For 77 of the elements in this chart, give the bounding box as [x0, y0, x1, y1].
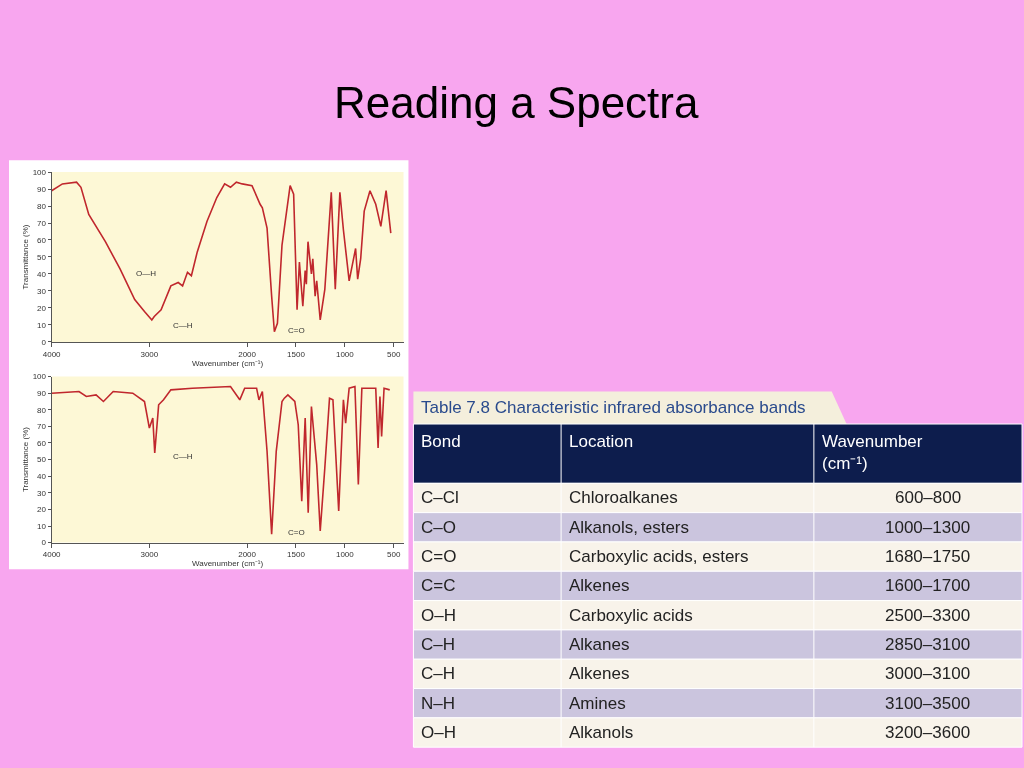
text: Chloroalkanes: [569, 488, 678, 507]
x-tick-label: 500: [387, 349, 401, 359]
y-tick-label: 60: [37, 235, 47, 245]
text: O–H: [421, 723, 456, 742]
text: Table 7.8 Characteristic infrared absorbance bands: [421, 398, 806, 417]
x-tick-label: 2000: [238, 349, 257, 359]
text: Bond: [421, 432, 461, 451]
y-tick-label: 50: [37, 252, 47, 262]
x-tick-label: 3000: [140, 349, 159, 359]
annotation: O—H: [136, 269, 157, 278]
annotation: C=O: [288, 326, 305, 335]
x-axis-title: Wavenumber (cm⁻¹): [191, 358, 264, 368]
x-tick-label: 2000: [238, 550, 257, 560]
text: Wavenumber (cm⁻¹): [822, 432, 923, 474]
text: 2850–3100: [885, 635, 971, 654]
text: N–H: [421, 694, 456, 713]
y-tick-label: 10: [37, 521, 47, 531]
y-tick-label: 20: [37, 505, 47, 515]
y-tick-label: 10: [37, 320, 47, 330]
text: 3000–3100: [885, 664, 971, 683]
y-tick-label: 0: [41, 538, 47, 548]
y-tick-label: 70: [37, 218, 47, 228]
line-series: [51, 181, 392, 333]
x-tick-label: 1000: [335, 550, 355, 560]
text: 2500–3300: [885, 606, 971, 625]
y-tick-label: 30: [37, 488, 47, 498]
text: Amines: [569, 694, 626, 713]
text: 3100–3500: [885, 694, 971, 713]
y-axis-title: Transmittance (%): [21, 224, 31, 290]
x-tick-label: 1500: [287, 550, 306, 560]
y-tick-label: 80: [37, 201, 47, 211]
line-series: [51, 385, 391, 536]
text: C=O: [421, 547, 457, 566]
text: C=C: [421, 576, 456, 595]
x-axis-title: Wavenumber (cm⁻¹): [191, 559, 264, 569]
x-tick-label: 4000: [42, 349, 62, 359]
y-tick-label: 50: [37, 455, 47, 465]
x-tick-label: 500: [387, 550, 401, 560]
annotation: C—H: [173, 321, 193, 330]
text: Alkenes: [569, 576, 630, 595]
x-tick-label: 3000: [140, 550, 159, 560]
y-tick-label: 90: [37, 388, 47, 398]
text: Alkanes: [569, 635, 630, 654]
text: Location: [569, 432, 634, 451]
annotation: C=O: [288, 528, 305, 537]
text: Alkanols, esters: [569, 518, 689, 537]
text: Carboxylic acids, esters: [569, 547, 749, 566]
x-tick-label: 1000: [335, 349, 355, 359]
y-tick-label: 0: [41, 337, 47, 347]
text: C–H: [421, 664, 456, 683]
text: 1000–1300: [885, 518, 971, 537]
y-tick-label: 90: [37, 184, 47, 194]
y-tick-label: 60: [37, 438, 47, 448]
text: Alkanols: [569, 723, 634, 742]
x-tick-label: 4000: [42, 550, 62, 560]
text: Carboxylic acids: [569, 606, 693, 625]
text: 3200–3600: [885, 723, 971, 742]
y-tick-label: 70: [37, 422, 47, 432]
y-tick-label: 100: [32, 167, 47, 177]
annotation: C—H: [173, 452, 193, 461]
text: O–H: [421, 606, 456, 625]
y-tick-label: 30: [37, 286, 47, 296]
text: Alkenes: [569, 664, 630, 683]
y-tick-label: 100: [32, 372, 47, 382]
y-tick-label: 80: [37, 405, 47, 415]
y-tick-label: 40: [37, 269, 47, 279]
text: 1600–1700: [885, 576, 971, 595]
text: 1680–1750: [885, 547, 971, 566]
text: C–Cl: [421, 488, 459, 507]
text: C–H: [421, 635, 456, 654]
y-tick-label: 20: [37, 303, 47, 313]
text: C–O: [421, 518, 456, 537]
y-tick-label: 40: [37, 472, 47, 481]
x-tick-label: 1500: [287, 349, 306, 359]
text: Reading a Spectra: [334, 78, 699, 127]
text: 600–800: [895, 488, 962, 507]
y-axis-title: Transmittance (%): [21, 426, 31, 493]
